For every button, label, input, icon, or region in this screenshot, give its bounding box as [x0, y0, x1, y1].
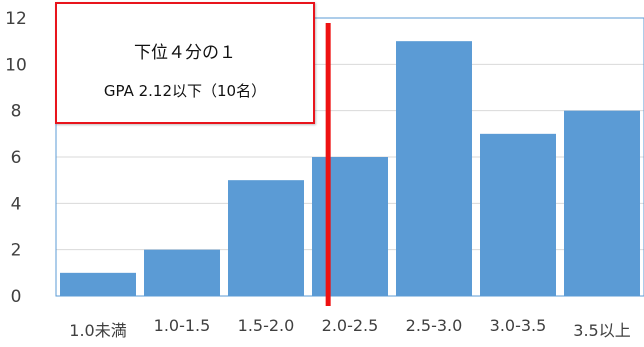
y-tick-label: 10 — [5, 55, 27, 75]
y-axis-ticks: 0 2 4 6 8 10 12 — [5, 9, 27, 307]
bars — [60, 41, 640, 297]
bar-4 — [396, 41, 472, 296]
x-tick-label: 3.5以上 — [573, 321, 630, 340]
x-tick-label: 1.0未満 — [69, 321, 126, 340]
y-tick-label: 8 — [11, 102, 22, 122]
annotation-line-2: GPA 2.12以下（10名） — [103, 82, 267, 100]
y-tick-label: 0 — [11, 287, 22, 307]
x-tick-label: 1.5-2.0 — [238, 316, 295, 335]
bar-5 — [480, 133, 556, 296]
bar-0 — [60, 272, 136, 296]
annotation-callout: 下位４分の１ GPA 2.12以下（10名） — [55, 2, 315, 124]
y-tick-label: 4 — [11, 194, 22, 214]
y-tick-label: 6 — [11, 148, 22, 168]
bar-6 — [564, 110, 640, 297]
y-tick-label: 2 — [11, 241, 22, 261]
x-tick-label: 3.0-3.5 — [490, 316, 547, 335]
y-tick-label: 12 — [5, 9, 27, 29]
x-axis-labels: 1.0未満 1.0-1.5 1.5-2.0 2.0-2.5 2.5-3.0 3.0-3.5… — [69, 316, 630, 340]
x-tick-label: 2.0-2.5 — [322, 316, 379, 335]
x-tick-label: 1.0-1.5 — [154, 316, 211, 335]
bar-3 — [312, 157, 388, 296]
bar-1 — [144, 249, 220, 296]
bar-2 — [228, 180, 304, 296]
annotation-line-1: 下位４分の１ — [134, 43, 236, 63]
x-tick-label: 2.5-3.0 — [406, 316, 463, 335]
